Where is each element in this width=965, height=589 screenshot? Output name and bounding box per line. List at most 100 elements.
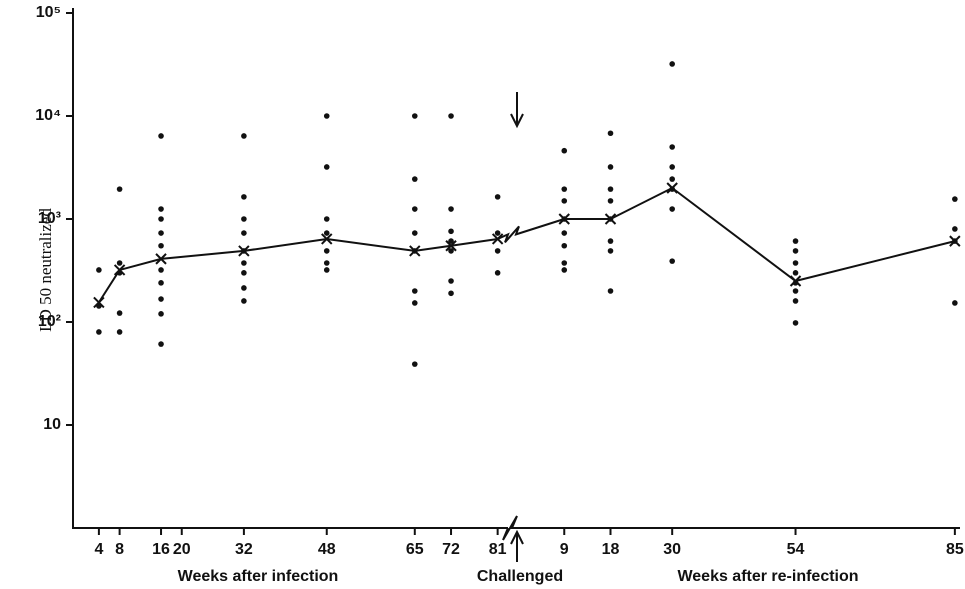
mean-line [564,186,956,283]
data-point [411,176,418,182]
data-point [158,133,164,139]
data-point [792,298,799,304]
x-tick-label: 8 [115,541,124,558]
data-point [241,216,247,222]
data-point [561,186,568,192]
data-point [607,238,614,244]
data-point [116,260,123,266]
data-point [792,248,799,254]
x-tick-label: 85 [946,541,964,558]
data-point [792,260,799,266]
y-tick-label: 10⁴ [35,107,61,124]
data-point [607,186,614,192]
data-point [241,230,247,236]
data-point [561,198,568,204]
data-point [669,206,675,212]
data-point [952,226,958,232]
data-point [96,267,102,273]
data-point [158,311,164,317]
data-point [116,186,123,192]
data-point [158,267,164,273]
data-point [241,270,247,276]
data-point [448,206,454,212]
y-tick-label: 10⁵ [36,4,61,21]
data-point [669,258,675,264]
data-point [411,361,418,367]
data-point [561,242,568,249]
data-point [241,133,247,139]
data-point [792,270,799,276]
data-point [241,285,247,291]
data-point [241,260,247,266]
data-point [607,198,614,204]
data-point [792,320,799,326]
data-point [323,164,330,170]
x-tick-label: 18 [602,541,620,558]
data-point [323,267,330,273]
data-point [411,288,418,294]
data-point [561,147,568,154]
data-point [241,194,247,200]
data-point [561,230,568,236]
data-point [411,300,418,306]
data-point [669,61,675,67]
data-point [158,280,164,286]
x-tick-label: 54 [787,541,805,558]
data-point [952,196,958,202]
data-point [158,206,164,212]
data-point [323,260,330,266]
data-point [116,329,123,335]
axis-break [502,515,960,541]
data-point [669,144,675,150]
data-point [411,230,418,236]
data-point [607,248,614,254]
data-point [323,113,330,119]
data-point [448,228,454,235]
y-axis-label: LD 50 neutralized [36,208,55,332]
x-tick-label: 20 [173,541,191,558]
data-point [792,238,799,244]
x-tick-label: 65 [406,541,424,558]
data-point [494,270,501,276]
y-tick-label: 10² [38,313,61,330]
x-axis-label: Weeks after re-infection [677,568,858,585]
mean-line [98,237,498,303]
data-point [607,288,614,294]
data-point [952,300,958,306]
x-axis-label: Weeks after infection [178,568,339,585]
x-tick-label: 9 [560,541,569,558]
data-point [669,176,675,182]
data-point [561,267,568,273]
data-point [96,329,102,335]
data-point [158,242,164,249]
data-point [411,206,418,212]
data-point [494,230,501,236]
x-tick-label: 30 [663,541,681,558]
challenge-arrow [510,92,524,129]
x-tick-label: 32 [235,541,253,558]
data-point [494,194,501,200]
data-point [241,298,247,304]
data-point [158,230,164,236]
data-point [323,248,330,254]
x-tick-label: 72 [442,541,460,558]
x-tick-label: 4 [94,541,103,558]
x-tick-label: 81 [489,541,507,558]
data-point [669,164,675,170]
data-point [158,341,164,347]
mean-line-break [497,218,565,244]
annotation: Challenged [477,568,563,585]
axis [72,8,508,529]
data-point [448,238,454,244]
data-point [448,290,454,297]
data-point [116,310,123,316]
x-tick-label: 16 [152,541,170,558]
data-point [323,230,330,236]
data-point [411,113,418,119]
x-tick-label: 48 [318,541,336,558]
y-tick-label: 10³ [38,210,61,227]
mean-marker [93,296,105,309]
data-point [792,288,799,294]
data-point [323,216,330,222]
